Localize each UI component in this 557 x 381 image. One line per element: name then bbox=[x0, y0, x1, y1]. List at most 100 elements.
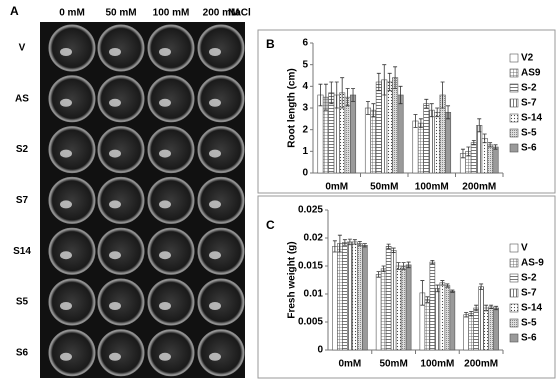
error-bar bbox=[376, 271, 381, 278]
error-bar bbox=[329, 81, 334, 105]
petri-dish bbox=[197, 126, 245, 174]
error-bar bbox=[435, 284, 440, 293]
error-bar bbox=[398, 85, 403, 105]
petri-dish bbox=[48, 329, 96, 377]
bar bbox=[481, 138, 488, 174]
light-reflection bbox=[109, 352, 121, 361]
x-tick-label: 0mM bbox=[338, 359, 361, 370]
petri-dish bbox=[197, 75, 245, 123]
petri-dish bbox=[197, 227, 245, 275]
salt-label: NaCl bbox=[228, 8, 251, 19]
light-reflection bbox=[60, 149, 72, 158]
legend-label: S-2 bbox=[521, 273, 537, 284]
petri-dish bbox=[48, 24, 96, 72]
bar bbox=[352, 241, 358, 351]
y-tick-label: 0 bbox=[302, 168, 308, 179]
light-reflection bbox=[109, 98, 121, 107]
bar bbox=[317, 94, 324, 174]
bar bbox=[350, 94, 357, 174]
bar bbox=[390, 250, 397, 351]
bar bbox=[429, 261, 436, 351]
error-bar bbox=[435, 107, 440, 118]
bar bbox=[463, 314, 469, 351]
bar bbox=[468, 313, 474, 351]
light-reflection bbox=[60, 98, 72, 107]
bar bbox=[395, 265, 402, 351]
error-bar bbox=[424, 98, 429, 109]
error-bar bbox=[493, 144, 498, 150]
x-tick-label: 0mM bbox=[325, 182, 348, 193]
light-reflection bbox=[209, 98, 221, 107]
legend-label: V bbox=[521, 243, 528, 254]
bar bbox=[434, 112, 441, 174]
bar bbox=[332, 246, 338, 351]
y-tick-label: 0.025 bbox=[298, 205, 323, 216]
error-bar bbox=[347, 238, 352, 246]
y-tick-label: 2 bbox=[302, 124, 308, 135]
bar bbox=[487, 144, 494, 174]
legend-label: S-6 bbox=[521, 143, 537, 154]
petri-dish bbox=[147, 126, 195, 174]
legend-label: S-5 bbox=[521, 128, 537, 139]
light-reflection bbox=[159, 352, 171, 361]
error-bar bbox=[351, 88, 356, 102]
error-bar bbox=[489, 304, 494, 309]
error-bar bbox=[381, 265, 386, 272]
row-label: S2 bbox=[16, 144, 29, 155]
y-tick-label: 0 bbox=[317, 345, 323, 356]
error-bar bbox=[430, 260, 435, 265]
error-bar bbox=[387, 72, 392, 92]
bar bbox=[357, 243, 363, 351]
y-tick-label: 3 bbox=[302, 103, 308, 114]
error-bar bbox=[446, 105, 451, 120]
error-bar bbox=[406, 261, 411, 269]
legend-swatch bbox=[509, 333, 519, 343]
bar bbox=[444, 285, 451, 351]
bar bbox=[370, 109, 377, 174]
error-bar bbox=[471, 140, 476, 146]
bar bbox=[478, 286, 484, 351]
light-reflection bbox=[209, 302, 221, 310]
x-tick-label: 100mM bbox=[420, 359, 454, 370]
column-label: 0 mM bbox=[59, 8, 85, 19]
row-label: V bbox=[19, 43, 26, 54]
light-reflection bbox=[60, 200, 72, 209]
light-reflection bbox=[159, 251, 171, 260]
column-label: 50 mM bbox=[105, 8, 136, 19]
bar bbox=[400, 265, 407, 351]
bar bbox=[397, 94, 404, 174]
bar bbox=[470, 142, 477, 174]
error-bar bbox=[440, 81, 445, 109]
error-bar bbox=[345, 88, 350, 107]
x-tick-label: 200mM bbox=[462, 182, 496, 193]
bar bbox=[344, 96, 351, 174]
y-tick-label: 0.005 bbox=[298, 317, 323, 328]
error-bar bbox=[445, 283, 450, 288]
legend-swatch bbox=[509, 83, 519, 93]
legend-swatch bbox=[509, 303, 519, 313]
legend-swatch bbox=[509, 98, 519, 108]
bar bbox=[492, 146, 499, 174]
y-tick-label: 6 bbox=[302, 38, 308, 49]
light-reflection bbox=[159, 48, 171, 56]
light-reflection bbox=[109, 200, 121, 209]
petri-dish bbox=[147, 176, 195, 224]
row-label: AS bbox=[15, 93, 29, 104]
error-bar bbox=[396, 262, 401, 270]
error-bar bbox=[334, 81, 339, 109]
bar bbox=[445, 112, 452, 174]
column-label: 200 mM bbox=[203, 8, 240, 19]
bar bbox=[347, 241, 353, 351]
error-bar bbox=[332, 240, 337, 253]
error-bar bbox=[323, 83, 328, 111]
error-bar bbox=[340, 77, 345, 109]
row-label: S5 bbox=[16, 297, 29, 308]
legend-label: S-14 bbox=[521, 303, 543, 314]
bar bbox=[473, 307, 479, 351]
legend-swatch bbox=[509, 113, 519, 123]
x-tick-label: 50mM bbox=[379, 359, 407, 370]
legend-label: AS9 bbox=[521, 68, 541, 79]
bar bbox=[483, 307, 489, 351]
legend-label: S-7 bbox=[521, 288, 537, 299]
legend-label: S-14 bbox=[521, 113, 543, 124]
